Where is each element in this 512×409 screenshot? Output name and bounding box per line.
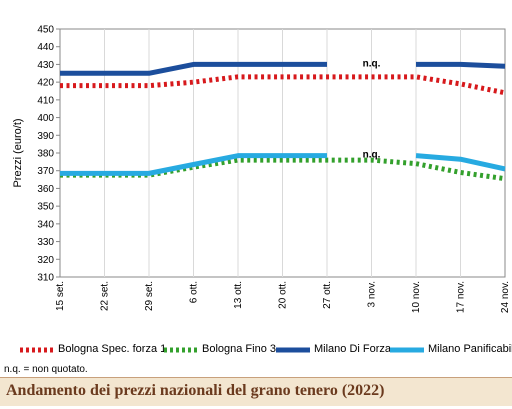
x-tick-label: 29 set. xyxy=(144,281,155,311)
legend-label: Bologna Fino 3 xyxy=(202,343,276,355)
x-tick-label: 24 nov. xyxy=(500,281,511,313)
legend-swatch-solid-navy xyxy=(276,347,310,353)
footnote: n.q. = non quotato. xyxy=(4,364,88,375)
y-tick-label: 440 xyxy=(37,42,54,53)
legend-label: Milano Di Forza xyxy=(314,343,392,355)
y-tick-label: 320 xyxy=(37,255,54,266)
y-tick-label: 370 xyxy=(37,166,54,177)
y-tick-label: 330 xyxy=(37,237,54,248)
x-tick-label: 3 nov. xyxy=(367,281,378,308)
y-tick-label: 400 xyxy=(37,113,54,124)
chart-plot: 310 320 330 340 350 360 370 380 390 400 410 420 430 4… xyxy=(12,25,511,314)
y-tick-label: 380 xyxy=(37,149,54,160)
y-tick-label: 390 xyxy=(37,131,54,142)
legend-label: Bologna Spec. forza 1 xyxy=(58,343,167,355)
y-tick-label: 360 xyxy=(37,184,54,195)
y-tick-label: 340 xyxy=(37,219,54,230)
series-line xyxy=(60,74,506,96)
x-tick-label: 10 nov. xyxy=(411,281,422,313)
chart-title: Andamento dei prezzi nazionali del grano… xyxy=(6,382,385,399)
series-line xyxy=(415,153,506,172)
legend-swatch-dotted-red xyxy=(20,347,54,353)
series-line xyxy=(60,153,327,176)
x-tick-label: 13 ott. xyxy=(233,281,244,309)
title-bar: Andamento dei prezzi nazionali del grano… xyxy=(0,378,512,406)
divider xyxy=(0,377,512,378)
legend-swatch-dotted-green xyxy=(164,347,198,353)
series-line xyxy=(416,61,506,69)
series-line xyxy=(60,61,327,76)
x-tick-label: 17 nov. xyxy=(456,281,467,313)
y-tick-label: 310 xyxy=(37,273,54,284)
nq-annotation: n.q. xyxy=(363,150,381,161)
legend: Bologna Spec. forza 1 Bologna Fino 3 Mil… xyxy=(16,340,512,360)
x-tick-label: 6 ott. xyxy=(189,281,200,303)
y-tick-label: 430 xyxy=(37,60,54,71)
x-tick-label: 22 set. xyxy=(100,281,111,311)
legend-swatch-solid-lightblue xyxy=(390,347,424,353)
x-tick-label: 27 ott. xyxy=(322,281,333,309)
y-tick-label: 350 xyxy=(37,202,54,213)
y-axis-title: Prezzi (euro/t) xyxy=(12,118,24,187)
nq-annotation: n.q. xyxy=(363,58,381,69)
x-tick-label: 20 ott. xyxy=(278,281,289,309)
x-tick-label: 15 set. xyxy=(55,281,66,311)
y-tick-label: 420 xyxy=(37,78,54,89)
y-tick-label: 450 xyxy=(37,25,54,36)
legend-label: Milano Panificabile xyxy=(428,343,512,355)
y-tick-label: 410 xyxy=(37,95,54,106)
